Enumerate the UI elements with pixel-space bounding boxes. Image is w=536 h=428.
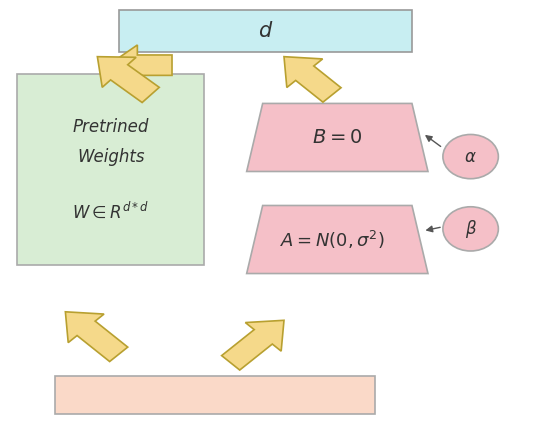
Text: $\beta$: $\beta$ (465, 218, 477, 240)
FancyArrow shape (108, 45, 172, 85)
FancyArrow shape (221, 320, 284, 370)
Text: $W \in R^{d*d}$: $W \in R^{d*d}$ (72, 202, 150, 222)
Bar (17, 74, 204, 265)
Bar (118, 10, 412, 52)
FancyArrow shape (284, 56, 341, 102)
Text: $\alpha$: $\alpha$ (464, 148, 477, 166)
FancyArrow shape (65, 312, 128, 362)
Polygon shape (247, 205, 428, 273)
FancyArrow shape (98, 56, 159, 103)
Circle shape (443, 207, 498, 251)
Bar (55, 376, 375, 414)
Circle shape (443, 134, 498, 179)
Polygon shape (247, 104, 428, 172)
Text: $A = N(0, \sigma^2)$: $A = N(0, \sigma^2)$ (280, 229, 384, 250)
Text: $B = 0$: $B = 0$ (312, 128, 362, 147)
Text: Weights: Weights (77, 148, 144, 166)
Text: Pretrined: Pretrined (72, 118, 149, 136)
Text: $d$: $d$ (258, 21, 273, 41)
